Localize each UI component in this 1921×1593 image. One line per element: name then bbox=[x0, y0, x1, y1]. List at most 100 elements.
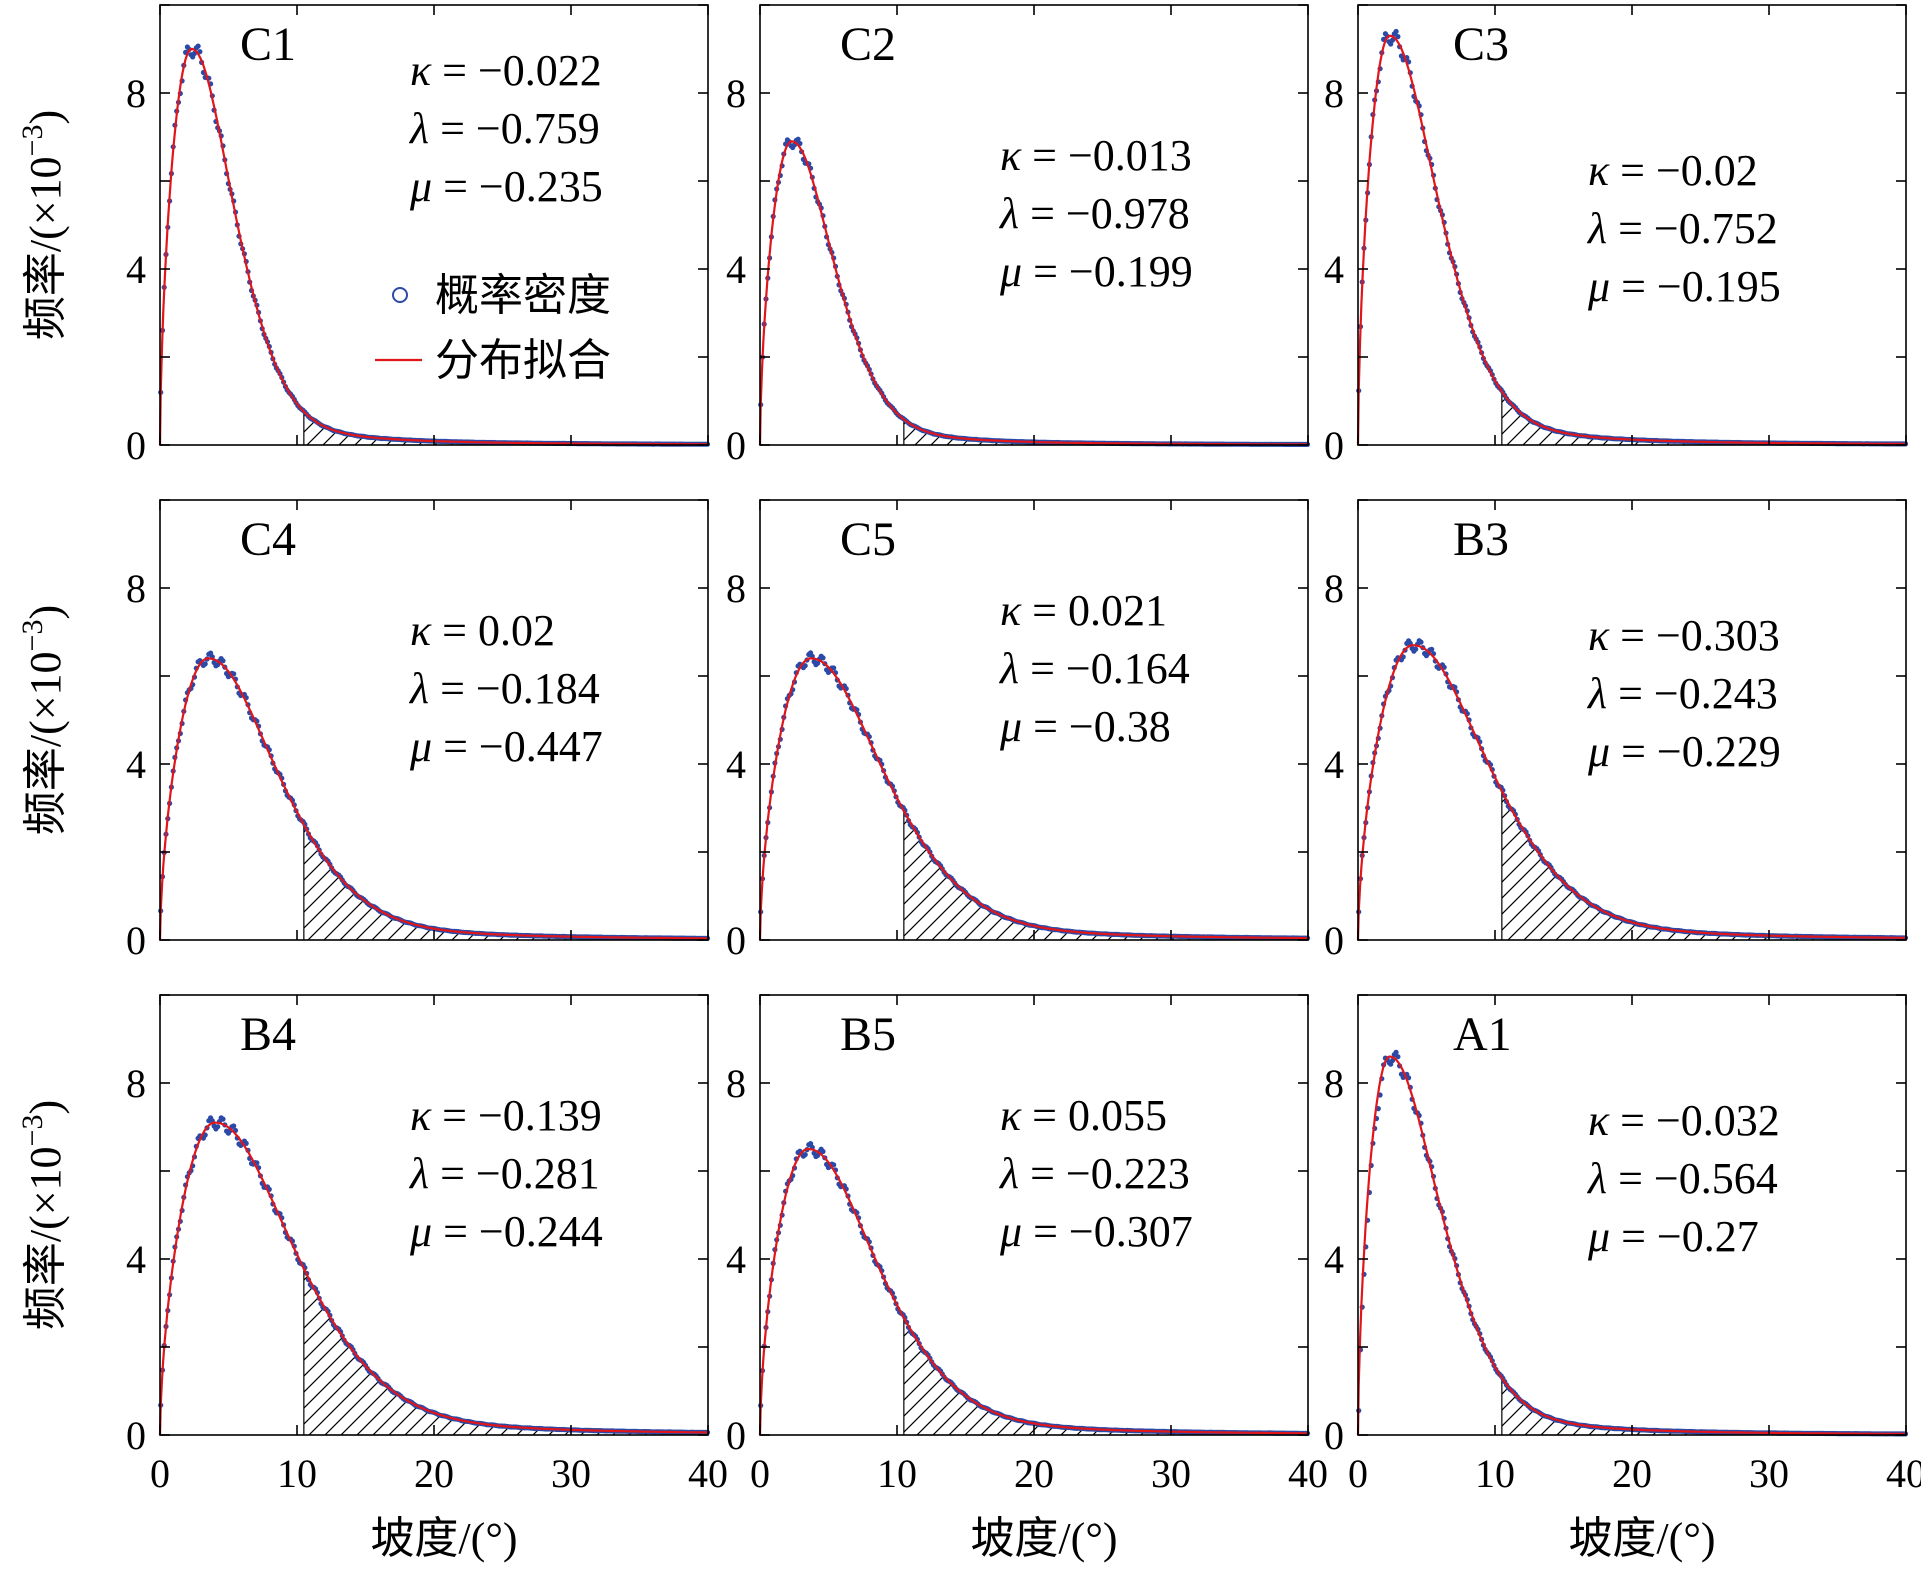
panel-label: B4 bbox=[240, 1008, 296, 1061]
x-tick-label: 40 bbox=[1886, 1451, 1921, 1496]
panel-a1: 0 4 8 0 10 20 30 40 坡度/(°) A1 κ = −0.032 λ = −0.564… bbox=[1324, 994, 1921, 1563]
y-tick-label: 0 bbox=[726, 423, 746, 468]
y-tick-label: 0 bbox=[126, 1413, 146, 1458]
y-tick-label: 8 bbox=[726, 566, 746, 611]
param-kappa: κ = 0.055 bbox=[1000, 1091, 1167, 1140]
panel-label: C4 bbox=[240, 513, 296, 566]
density-point bbox=[231, 1123, 237, 1129]
y-tick-label: 8 bbox=[126, 566, 146, 611]
x-tick-label: 0 bbox=[750, 1451, 770, 1496]
fit-line bbox=[1356, 644, 1906, 941]
y-tick-label: 8 bbox=[126, 71, 146, 116]
y-tick-label: 0 bbox=[1324, 918, 1344, 963]
param-mu: μ = −0.195 bbox=[1587, 262, 1781, 311]
panel-b5: 0 4 8 0 10 20 30 40 坡度/(°) B5 κ = 0.055 λ = −0.223 μ… bbox=[726, 994, 1328, 1563]
y-tick-label: 4 bbox=[726, 742, 746, 787]
x-axis-label: 坡度/(°) bbox=[370, 1514, 517, 1563]
density-point bbox=[815, 660, 821, 666]
x-tick-label: 40 bbox=[688, 1451, 728, 1496]
density-point bbox=[1395, 34, 1401, 40]
shaded-area bbox=[1501, 391, 1906, 445]
y-tick-label: 4 bbox=[726, 1237, 746, 1282]
legend-label-fit: 分布拟合 bbox=[435, 336, 611, 385]
param-mu: μ = −0.229 bbox=[1587, 727, 1781, 776]
x-tick-label: 0 bbox=[1348, 1451, 1368, 1496]
x-tick-label: 10 bbox=[1475, 1451, 1515, 1496]
panel-label: A1 bbox=[1453, 1008, 1512, 1061]
legend-label-density: 概率密度 bbox=[435, 271, 611, 320]
param-mu: μ = −0.447 bbox=[409, 722, 603, 771]
shaded-area bbox=[903, 810, 1308, 940]
y-tick-label: 0 bbox=[126, 423, 146, 468]
param-lambda: λ = −0.164 bbox=[998, 644, 1190, 693]
x-tick-label: 10 bbox=[877, 1451, 917, 1496]
param-lambda: λ = −0.243 bbox=[1586, 669, 1778, 718]
shaded-area bbox=[903, 1317, 1308, 1435]
x-axis-label: 坡度/(°) bbox=[970, 1514, 1117, 1563]
panel-b4: 0 4 8 0 10 20 30 40 坡度/(°) 频率/(×10−3) B4 κ = −0.139… bbox=[16, 994, 728, 1563]
fit-line bbox=[758, 657, 1308, 941]
param-lambda: λ = −0.223 bbox=[998, 1149, 1190, 1198]
panel-c1: 0 4 8 频率/(×10−3) C1 κ = −0.022 λ = −0.759 μ = −… bbox=[16, 4, 711, 468]
shaded-area bbox=[303, 411, 708, 445]
density-point bbox=[802, 663, 808, 669]
y-tick-label: 4 bbox=[126, 247, 146, 292]
shaded-area bbox=[303, 1268, 708, 1435]
y-tick-label: 8 bbox=[1324, 566, 1344, 611]
x-tick-label: 0 bbox=[150, 1451, 170, 1496]
param-kappa: κ = −0.02 bbox=[1588, 146, 1758, 195]
y-tick-label: 4 bbox=[1324, 742, 1344, 787]
panel-label: C5 bbox=[840, 513, 896, 566]
shaded-area bbox=[1501, 791, 1906, 940]
param-mu: μ = −0.307 bbox=[999, 1207, 1193, 1256]
density-point bbox=[215, 1124, 221, 1130]
param-kappa: κ = −0.139 bbox=[410, 1091, 602, 1140]
density-points bbox=[758, 650, 1311, 941]
density-point bbox=[1418, 639, 1424, 645]
y-tick-label: 0 bbox=[726, 918, 746, 963]
panel-c2: 0 4 8 C2 κ = −0.013 λ = −0.978 μ = −0.199 bbox=[726, 4, 1311, 468]
density-point bbox=[1413, 646, 1419, 652]
y-tick-label: 8 bbox=[1324, 71, 1344, 116]
panel-label: C1 bbox=[240, 18, 296, 71]
x-axis-label: 坡度/(°) bbox=[1568, 1514, 1715, 1563]
x-tick-label: 20 bbox=[414, 1451, 454, 1496]
legend-marker-density bbox=[392, 287, 408, 303]
x-tick-label: 30 bbox=[551, 1451, 591, 1496]
y-tick-label: 8 bbox=[126, 1061, 146, 1106]
param-lambda: λ = −0.752 bbox=[1586, 204, 1778, 253]
density-point bbox=[1429, 646, 1435, 652]
density-point bbox=[820, 655, 826, 661]
density-point bbox=[1393, 1049, 1399, 1055]
param-mu: μ = −0.244 bbox=[409, 1207, 603, 1256]
shaded-area bbox=[903, 419, 1308, 445]
x-tick-label: 20 bbox=[1014, 1451, 1054, 1496]
fit-line bbox=[158, 657, 708, 941]
y-axis-label: 频率/(×10−3) bbox=[16, 605, 70, 835]
x-tick-label: 30 bbox=[1749, 1451, 1789, 1496]
y-tick-label: 0 bbox=[1324, 1413, 1344, 1458]
panel-label: C3 bbox=[1453, 18, 1509, 71]
y-tick-label: 4 bbox=[726, 247, 746, 292]
density-point bbox=[831, 665, 837, 671]
param-kappa: κ = −0.013 bbox=[1000, 131, 1192, 180]
shaded-area bbox=[1501, 1377, 1906, 1435]
param-kappa: κ = 0.021 bbox=[1000, 586, 1167, 635]
shaded-area bbox=[303, 824, 708, 940]
fit-line bbox=[158, 1121, 708, 1436]
density-point bbox=[1388, 41, 1394, 47]
y-tick-label: 8 bbox=[726, 1061, 746, 1106]
density-point bbox=[1389, 37, 1396, 43]
y-tick-label: 4 bbox=[126, 742, 146, 787]
density-point bbox=[1393, 28, 1399, 35]
param-lambda: λ = −0.978 bbox=[998, 189, 1190, 238]
param-mu: μ = −0.38 bbox=[999, 702, 1171, 751]
x-tick-label: 30 bbox=[1151, 1451, 1191, 1496]
panel-c5: 0 4 8 C5 κ = 0.021 λ = −0.164 μ = −0.38 bbox=[726, 499, 1311, 963]
y-tick-label: 0 bbox=[1324, 423, 1344, 468]
density-point bbox=[220, 1116, 226, 1122]
y-tick-label: 4 bbox=[1324, 247, 1344, 292]
density-point bbox=[802, 1152, 808, 1158]
